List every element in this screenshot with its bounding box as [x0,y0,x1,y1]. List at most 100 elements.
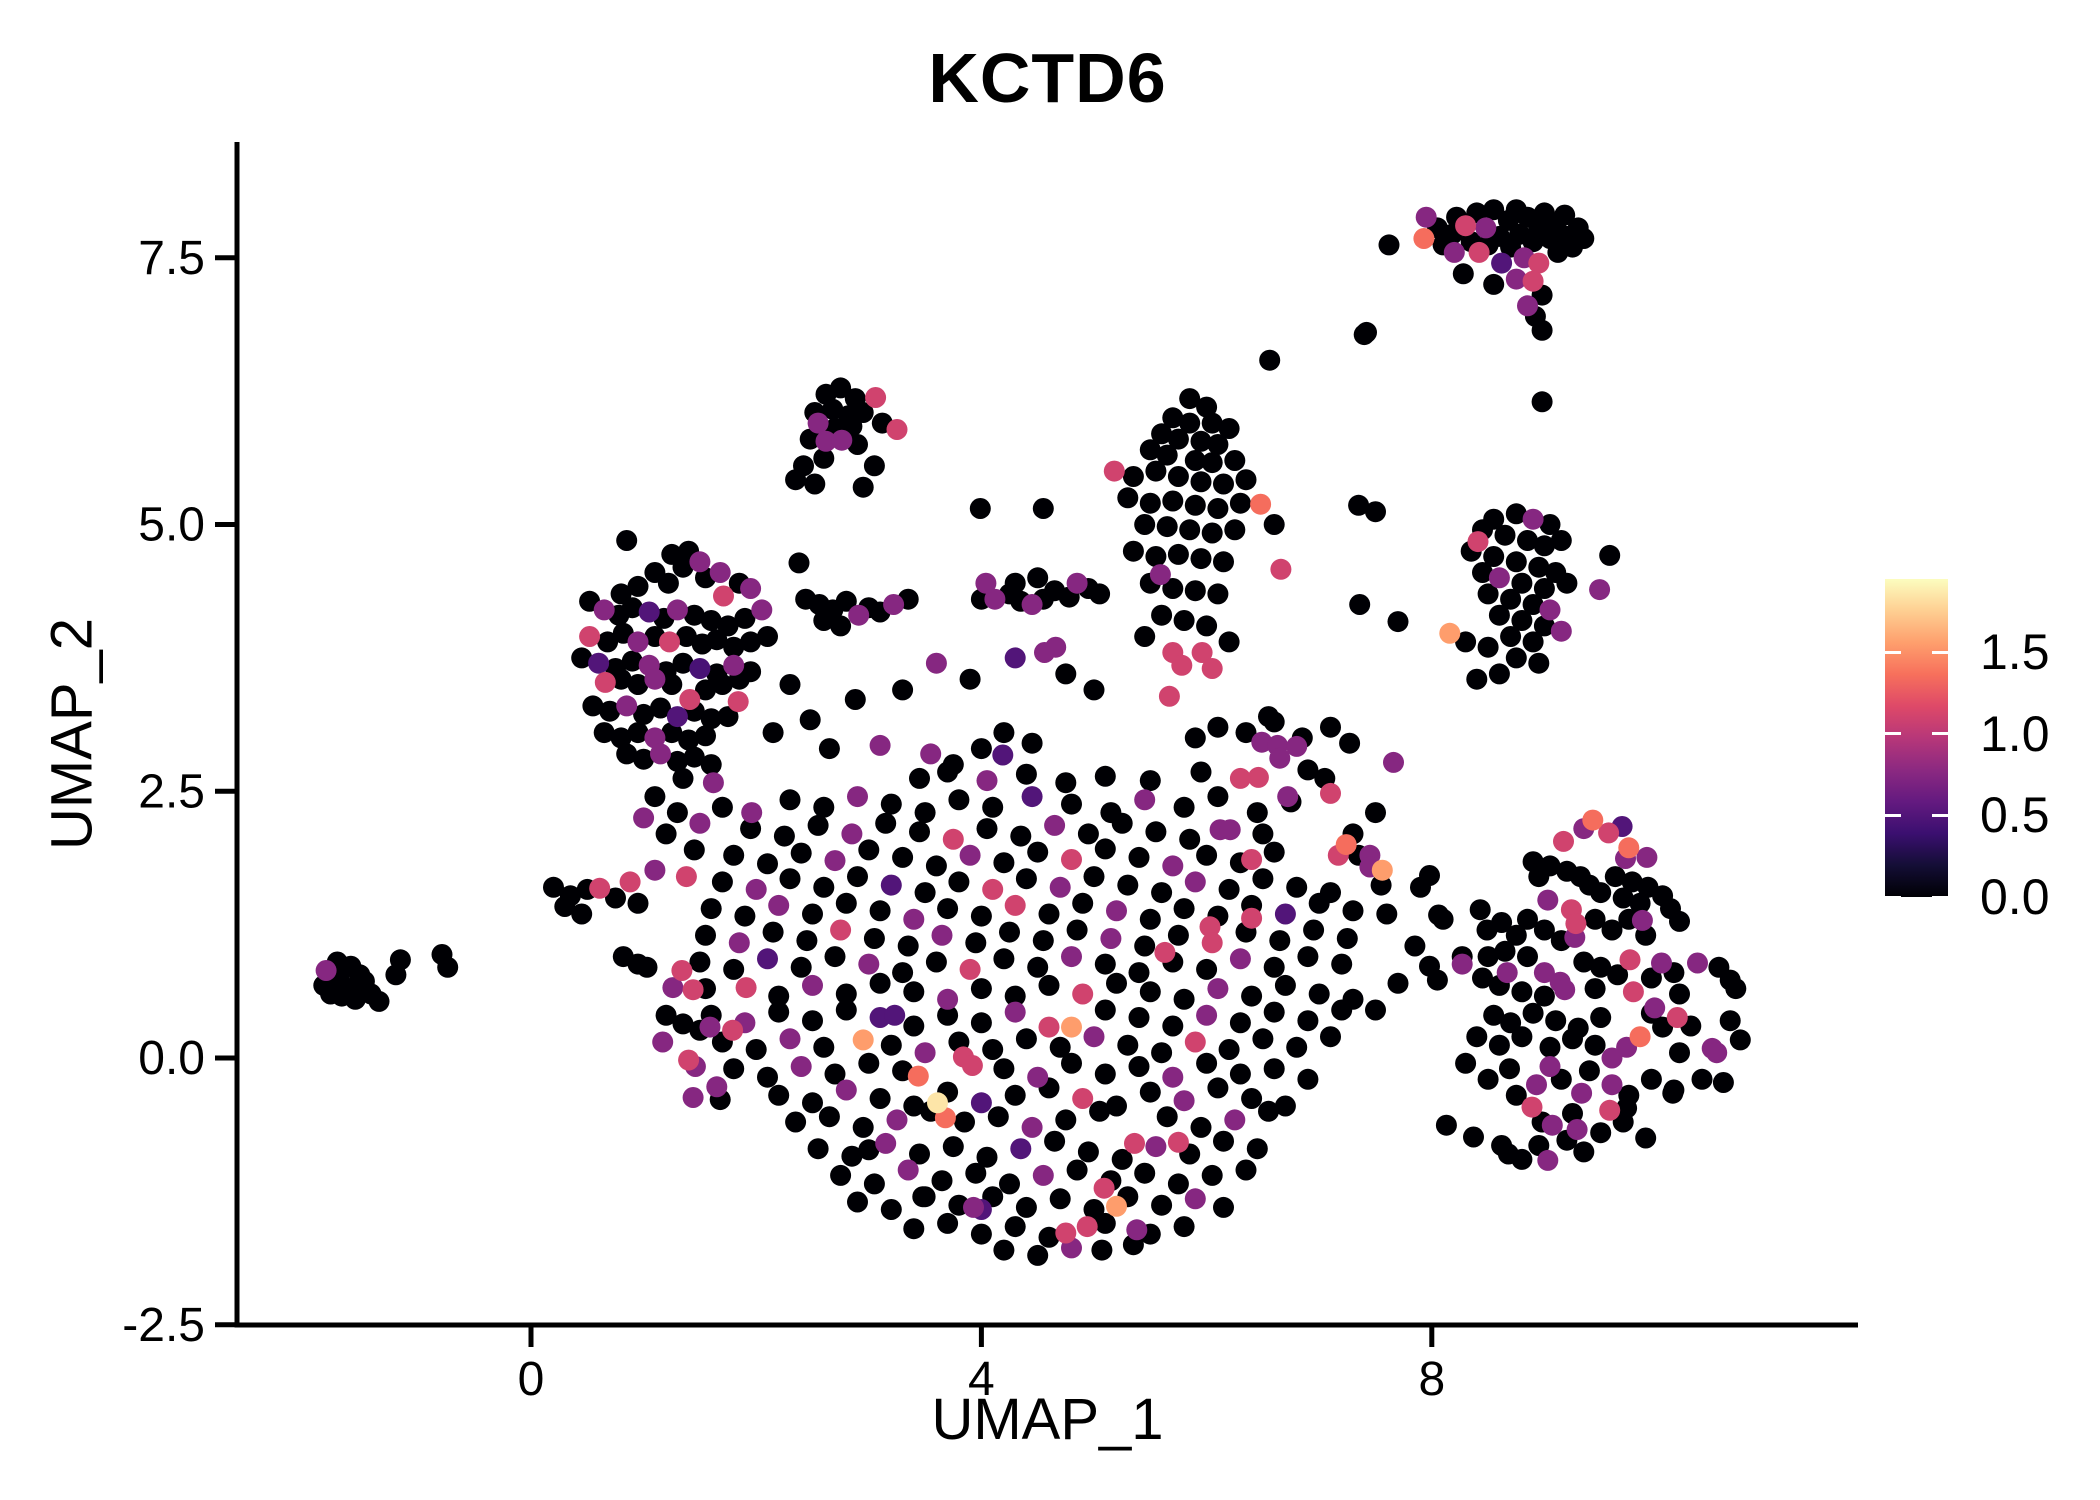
data-point [1522,270,1544,292]
data-point [909,767,930,789]
data-point [1365,501,1386,523]
data-point [1100,928,1122,949]
data-point [1477,583,1499,605]
data-point [1196,615,1218,637]
data-point [1528,652,1550,674]
data-point [982,796,1004,818]
data-point [914,1186,936,1208]
data-point [682,1087,704,1108]
data-point [1286,1036,1308,1058]
data-point [1179,388,1201,410]
data-point [1207,786,1229,808]
data-point [804,473,826,495]
data-point [982,1039,1004,1060]
data-point [1320,1026,1341,1048]
data-point [616,695,638,717]
data-point [807,412,829,434]
data-point [863,928,885,949]
data-point [848,604,870,626]
data-point [1111,1148,1133,1170]
data-point [948,789,970,811]
data-point [723,654,745,676]
data-point [969,498,991,519]
data-point [1669,910,1690,932]
data-point [1021,732,1043,754]
data-point [627,892,649,914]
data-point [657,572,679,594]
data-point [925,855,947,877]
data-point [1467,531,1489,553]
data-point [875,812,897,834]
data-point [1500,1012,1522,1034]
data-point [927,1092,948,1114]
data-point [757,948,778,970]
data-point [869,900,891,922]
data-point [858,839,880,861]
data-point [1573,228,1595,249]
data-point [1151,423,1173,445]
colorbar-tick-label: 1.5 [1980,624,2050,681]
data-point [1320,716,1341,738]
data-point [1021,594,1043,615]
data-point [1550,530,1572,551]
data-point [1122,466,1144,487]
data-point [1027,567,1049,589]
data-point [1156,1106,1178,1128]
data-point [1010,825,1032,847]
data-point [610,668,632,690]
data-point [1252,1028,1274,1050]
data-point [652,1031,674,1053]
data-point [1145,460,1167,482]
data-point [1573,1141,1595,1163]
data-point [1196,844,1218,866]
y-tick-label: 5.0 [138,499,205,552]
data-point [1218,631,1240,653]
y-tick-label: 2.5 [138,765,205,818]
data-point [1631,909,1653,931]
data-point [1517,946,1538,968]
data-point [1021,786,1043,808]
data-point [1517,530,1538,551]
data-point [852,476,874,498]
data-point [1128,846,1150,868]
colorbar-tick-mark [1932,732,1948,736]
data-point [847,1191,868,1213]
data-point [897,935,919,957]
data-point [1533,985,1555,1007]
data-point [682,979,704,1001]
data-point [1463,1126,1484,1148]
y-axis-label: UMAP_2 [39,617,105,851]
data-point [892,846,914,868]
data-point [1426,969,1448,991]
data-point [903,1218,925,1240]
data-point [1089,583,1111,605]
data-point [735,977,757,999]
data-point [666,599,688,621]
x-tick-label: 0 [518,1353,545,1406]
data-point [925,652,947,674]
data-point [1156,444,1178,466]
data-point [937,898,959,920]
data-point [779,868,801,890]
data-point [1483,546,1505,567]
data-point [633,703,655,725]
data-point [835,590,857,612]
data-point [1308,983,1330,1005]
data-point [1297,1068,1319,1090]
data-point [1533,962,1555,984]
data-point [858,1139,880,1161]
data-point [740,818,762,840]
data-point [1505,647,1527,669]
data-point [961,1055,983,1076]
data-point [884,1004,906,1026]
data-point [970,1223,992,1245]
data-point [638,601,660,623]
data-point [1139,492,1161,514]
data-point [1149,564,1171,586]
data-point [678,1049,700,1071]
data-point [675,626,697,647]
data-point [822,398,844,420]
data-point [987,1106,1009,1128]
data-point [599,700,621,722]
data-point [1091,1239,1113,1261]
